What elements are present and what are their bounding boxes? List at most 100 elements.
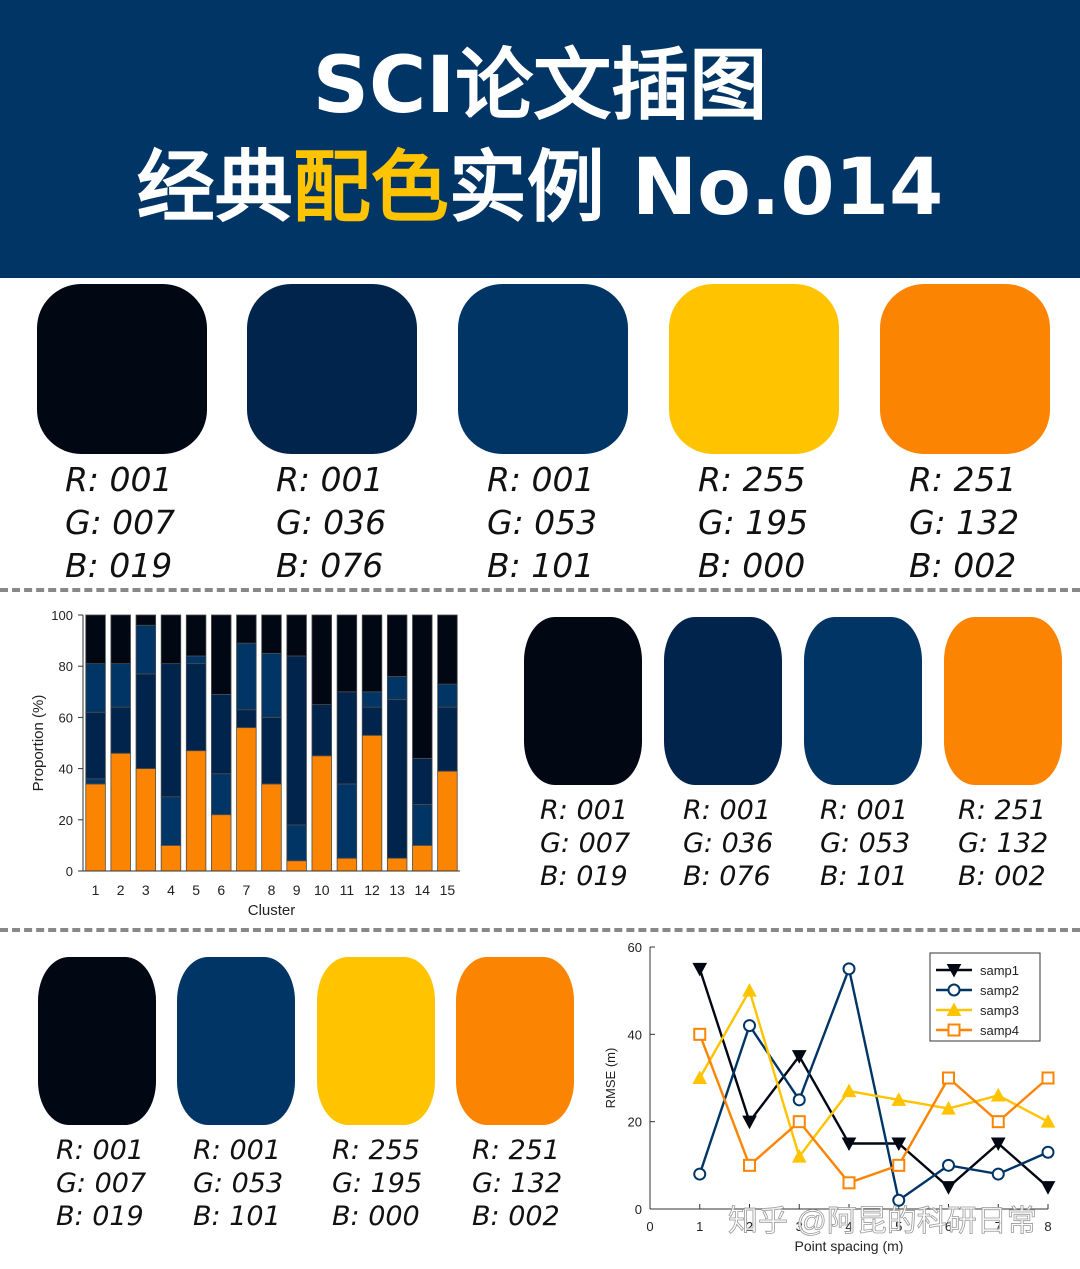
data-point-samp2-3 xyxy=(792,1093,806,1107)
data-point-samp3-8 xyxy=(1040,1114,1056,1128)
data-point-samp1-2 xyxy=(742,1115,757,1130)
swatch-r1-2 xyxy=(247,284,417,454)
x-tick-label: 6 xyxy=(217,882,225,898)
swatch-r1-4 xyxy=(669,284,839,454)
x-tick-label: 7 xyxy=(995,1219,1002,1234)
swatch-r3-4 xyxy=(456,957,574,1125)
green-value: G: 132 xyxy=(472,1168,563,1199)
bar-segment-cluster-11-layer-2 xyxy=(336,783,358,859)
bar-segment-cluster-2-layer-4 xyxy=(110,663,131,708)
x-tick-label: 6 xyxy=(945,1219,952,1234)
bar-segment-cluster-1-layer-2 xyxy=(85,778,106,785)
y-tick-label: 80 xyxy=(59,659,73,674)
data-point-samp4-3 xyxy=(792,1115,806,1129)
x-tick-label: 7 xyxy=(242,882,250,898)
data-point-samp4-1 xyxy=(693,1027,707,1041)
green-value: G: 007 xyxy=(540,828,631,859)
bar-segment-cluster-15-layer-3 xyxy=(437,706,458,772)
blue-value: B: 019 xyxy=(56,1201,144,1232)
data-point-samp2-2 xyxy=(743,1019,756,1033)
bar-segment-cluster-3-layer-5 xyxy=(135,614,157,626)
bar-segment-cluster-15-layer-1 xyxy=(437,770,458,872)
rgb-label-r1-1: R: 001 G: 007 B: 019 xyxy=(65,458,175,587)
rgb-label-r3-1: R: 001 G: 007 B: 019 xyxy=(56,1134,146,1233)
legend-label-samp2: samp2 xyxy=(980,983,1019,998)
red-value: R: 001 xyxy=(193,1135,281,1166)
bar-segment-cluster-12-layer-4 xyxy=(361,691,383,708)
green-value: G: 036 xyxy=(276,503,387,542)
swatch-r2-3 xyxy=(804,617,922,785)
rgb-label-r2-2: R: 001 G: 036 B: 076 xyxy=(683,794,773,893)
bar-segment-cluster-8-layer-1 xyxy=(261,783,282,872)
red-value: R: 001 xyxy=(56,1135,144,1166)
bar-segment-cluster-7-layer-3 xyxy=(236,709,257,729)
data-point-samp3-1 xyxy=(692,1070,708,1084)
header-banner: SCI论文插图 经典配色实例 No.014 xyxy=(0,0,1080,278)
bar-segment-cluster-6-layer-5 xyxy=(211,614,232,695)
swatch-r3-2 xyxy=(177,957,295,1125)
bar-segment-cluster-12-layer-3 xyxy=(361,706,383,736)
series-samp4 xyxy=(693,1027,1055,1190)
bar-segment-cluster-5-layer-5 xyxy=(185,614,207,657)
bar-segment-cluster-13-layer-4 xyxy=(386,676,408,700)
bar-segment-cluster-13-layer-1 xyxy=(386,857,408,872)
red-value: R: 001 xyxy=(683,795,771,826)
bar-segment-cluster-4-layer-2 xyxy=(160,796,182,846)
title-line-2-prefix: 经典 xyxy=(136,143,293,233)
series-line-samp1 xyxy=(698,968,1049,1189)
bar-segment-cluster-8-layer-5 xyxy=(261,614,282,654)
green-value: G: 053 xyxy=(193,1168,284,1199)
bar-segment-cluster-13-layer-3 xyxy=(386,699,408,859)
data-point-samp2-6 xyxy=(942,1158,955,1172)
legend-label-samp1: samp1 xyxy=(980,963,1019,978)
blue-value: B: 002 xyxy=(909,546,1017,585)
bar-segment-cluster-9-layer-3 xyxy=(286,655,307,826)
y-axis-label: Proportion (%) xyxy=(30,695,47,792)
legend-label-samp3: samp3 xyxy=(980,1003,1019,1018)
bar-segment-cluster-4-layer-3 xyxy=(160,663,182,798)
bar-segment-cluster-14-layer-1 xyxy=(412,844,433,872)
bar-segment-cluster-2-layer-5 xyxy=(110,614,131,665)
bar-segment-cluster-14-layer-3 xyxy=(412,757,433,805)
green-value: G: 007 xyxy=(65,503,176,542)
series-line-samp3 xyxy=(698,987,1049,1160)
section-divider-2 xyxy=(0,928,1080,932)
rgb-label-r1-4: R: 255 G: 195 B: 000 xyxy=(698,458,808,587)
x-tick-label: 3 xyxy=(796,1219,803,1234)
rgb-label-r1-2: R: 001 G: 036 B: 076 xyxy=(276,458,386,587)
data-point-samp4-4 xyxy=(842,1176,856,1190)
data-point-samp4-5 xyxy=(892,1158,906,1172)
title-line-2-suffix: 实例 No.014 xyxy=(448,143,944,233)
bar-segment-cluster-9-layer-2 xyxy=(286,824,307,862)
bar-segment-cluster-8-layer-4 xyxy=(261,653,282,718)
red-value: R: 255 xyxy=(332,1135,420,1166)
blue-value: B: 101 xyxy=(820,861,908,892)
blue-value: B: 101 xyxy=(487,546,595,585)
bar-segment-cluster-2-layer-3 xyxy=(110,706,131,754)
blue-value: B: 002 xyxy=(958,861,1046,892)
bar-segment-cluster-1-layer-5 xyxy=(85,614,106,665)
y-tick-label: 40 xyxy=(628,1027,642,1042)
x-tick-label: 8 xyxy=(268,882,276,898)
bar-segment-cluster-15-layer-4 xyxy=(437,683,458,708)
x-tick-label: 2 xyxy=(117,882,125,898)
blue-value: B: 000 xyxy=(698,546,806,585)
blue-value: B: 019 xyxy=(540,861,628,892)
x-tick-label: 14 xyxy=(415,882,431,898)
bar-segment-cluster-15-layer-5 xyxy=(437,614,458,685)
series-samp3 xyxy=(692,983,1056,1163)
rgb-label-r2-1: R: 001 G: 007 B: 019 xyxy=(540,794,630,893)
green-value: G: 195 xyxy=(698,503,809,542)
x-tick-label: 5 xyxy=(895,1219,902,1234)
title-line-2: 经典配色实例 No.014 xyxy=(0,140,1080,236)
bar-segment-cluster-9-layer-1 xyxy=(286,860,307,872)
green-value: G: 132 xyxy=(909,503,1020,542)
bar-segment-cluster-4-layer-5 xyxy=(160,614,182,665)
x-axis-label: Cluster xyxy=(248,902,296,919)
bar-segment-cluster-3-layer-3 xyxy=(135,673,157,769)
x-tick-label: 10 xyxy=(314,882,330,898)
y-tick-label: 100 xyxy=(51,608,73,623)
data-point-samp4-7 xyxy=(991,1115,1005,1129)
x-tick-label: 11 xyxy=(340,882,355,898)
red-value: R: 251 xyxy=(909,460,1017,499)
